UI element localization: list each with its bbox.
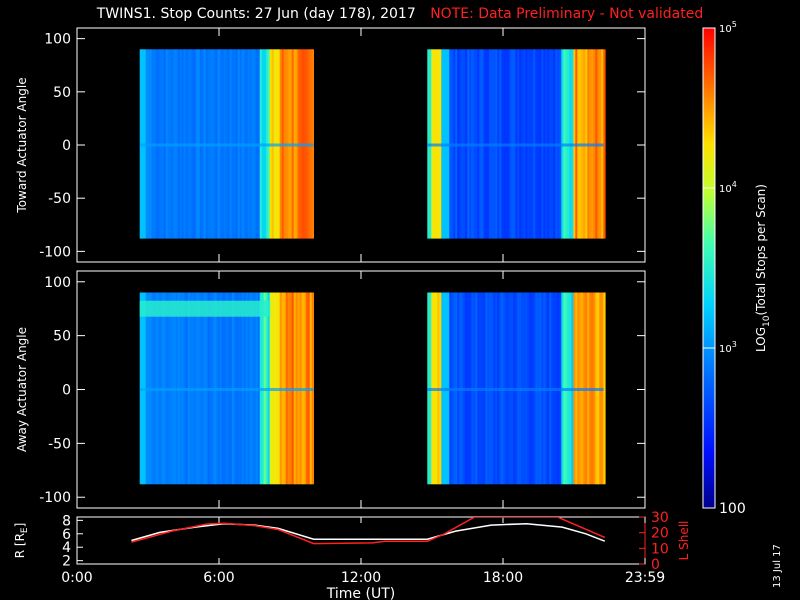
title-main: TWINS1. Stop Counts: 27 Jun (day 178), 2… <box>96 6 416 22</box>
y-tick-label: 0 <box>62 138 71 154</box>
heatmap-block-away-0 <box>139 292 314 485</box>
heatmap-column <box>603 49 606 239</box>
y-right-tick-label: 20 <box>651 526 669 542</box>
y-tick-label: 50 <box>53 85 71 101</box>
y-right-tick-label: 10 <box>651 541 669 557</box>
y-tick-label: -100 <box>39 244 71 260</box>
colorbar-tick-label: 104 <box>719 180 737 195</box>
y-axis-label: Toward Actuator Angle <box>15 77 29 213</box>
high-angle-band <box>139 300 271 317</box>
zero-angle-band <box>139 143 314 147</box>
heatmap-block-away-1 <box>427 292 606 485</box>
x-tick-label: 6:00 <box>203 570 234 586</box>
r-series-line <box>131 522 606 542</box>
x-axis-label: Time (UT) <box>326 586 395 600</box>
colorbar-tick-label: 100 <box>719 501 746 517</box>
heatmap-block-toward-0 <box>139 49 314 239</box>
lshell-series-line <box>131 517 606 545</box>
heatmap-column <box>603 292 606 485</box>
colorbar-tick-label: 103 <box>719 340 737 355</box>
title-note: NOTE: Data Preliminary - Not validated <box>430 6 704 22</box>
y-left-tick-label: 2 <box>62 554 71 570</box>
y-left-tick-label: 6 <box>62 527 71 543</box>
y-tick-label: 50 <box>53 329 71 345</box>
x-tick-label: 18:00 <box>483 570 523 586</box>
panel-toward: 100 50 0 -50 -100 Toward Actuator Angle <box>15 27 646 263</box>
y-tick-label: 100 <box>44 275 71 291</box>
y-tick-label: -50 <box>48 191 71 207</box>
y-left-tick-label: 4 <box>62 540 71 556</box>
colorbar-tick-label: 105 <box>719 20 737 35</box>
y-left-tick-label: 8 <box>62 513 71 529</box>
colorbar: 105 104 103 100 LOG10(Total Stops per Scan) <box>702 20 772 517</box>
y-tick-label: 0 <box>62 383 71 399</box>
y-axis-label: Away Actuator Angle <box>15 327 29 452</box>
panel-away: 100 50 0 -50 -100 Away Actuator Angle <box>15 270 646 509</box>
y-right-tick-label: 30 <box>651 510 669 526</box>
chart-title: TWINS1. Stop Counts: 27 Jun (day 178), 2… <box>0 6 800 22</box>
zero-angle-band <box>427 143 604 147</box>
side-date: 13 Jul 17 <box>772 544 783 588</box>
y-left-label: R [RE] <box>13 523 30 559</box>
x-tick-label: 12:00 <box>341 570 381 586</box>
y-right-label: L Shell <box>677 521 691 561</box>
y-right-tick-label: 0 <box>651 557 660 573</box>
x-tick-label: 0:00 <box>61 570 92 586</box>
colorbar-label: LOG10(Total Stops per Scan) <box>754 184 772 352</box>
y-tick-label: 100 <box>44 32 71 48</box>
zero-angle-band <box>427 388 604 391</box>
heatmap-block-toward-1 <box>427 49 606 239</box>
x-tick-label: 23:59 <box>625 570 665 586</box>
colorbar-gradient <box>702 27 716 509</box>
y-tick-label: -100 <box>39 490 71 506</box>
y-tick-label: -50 <box>48 436 71 452</box>
zero-angle-band <box>139 388 314 391</box>
orbit-frame <box>76 516 646 565</box>
